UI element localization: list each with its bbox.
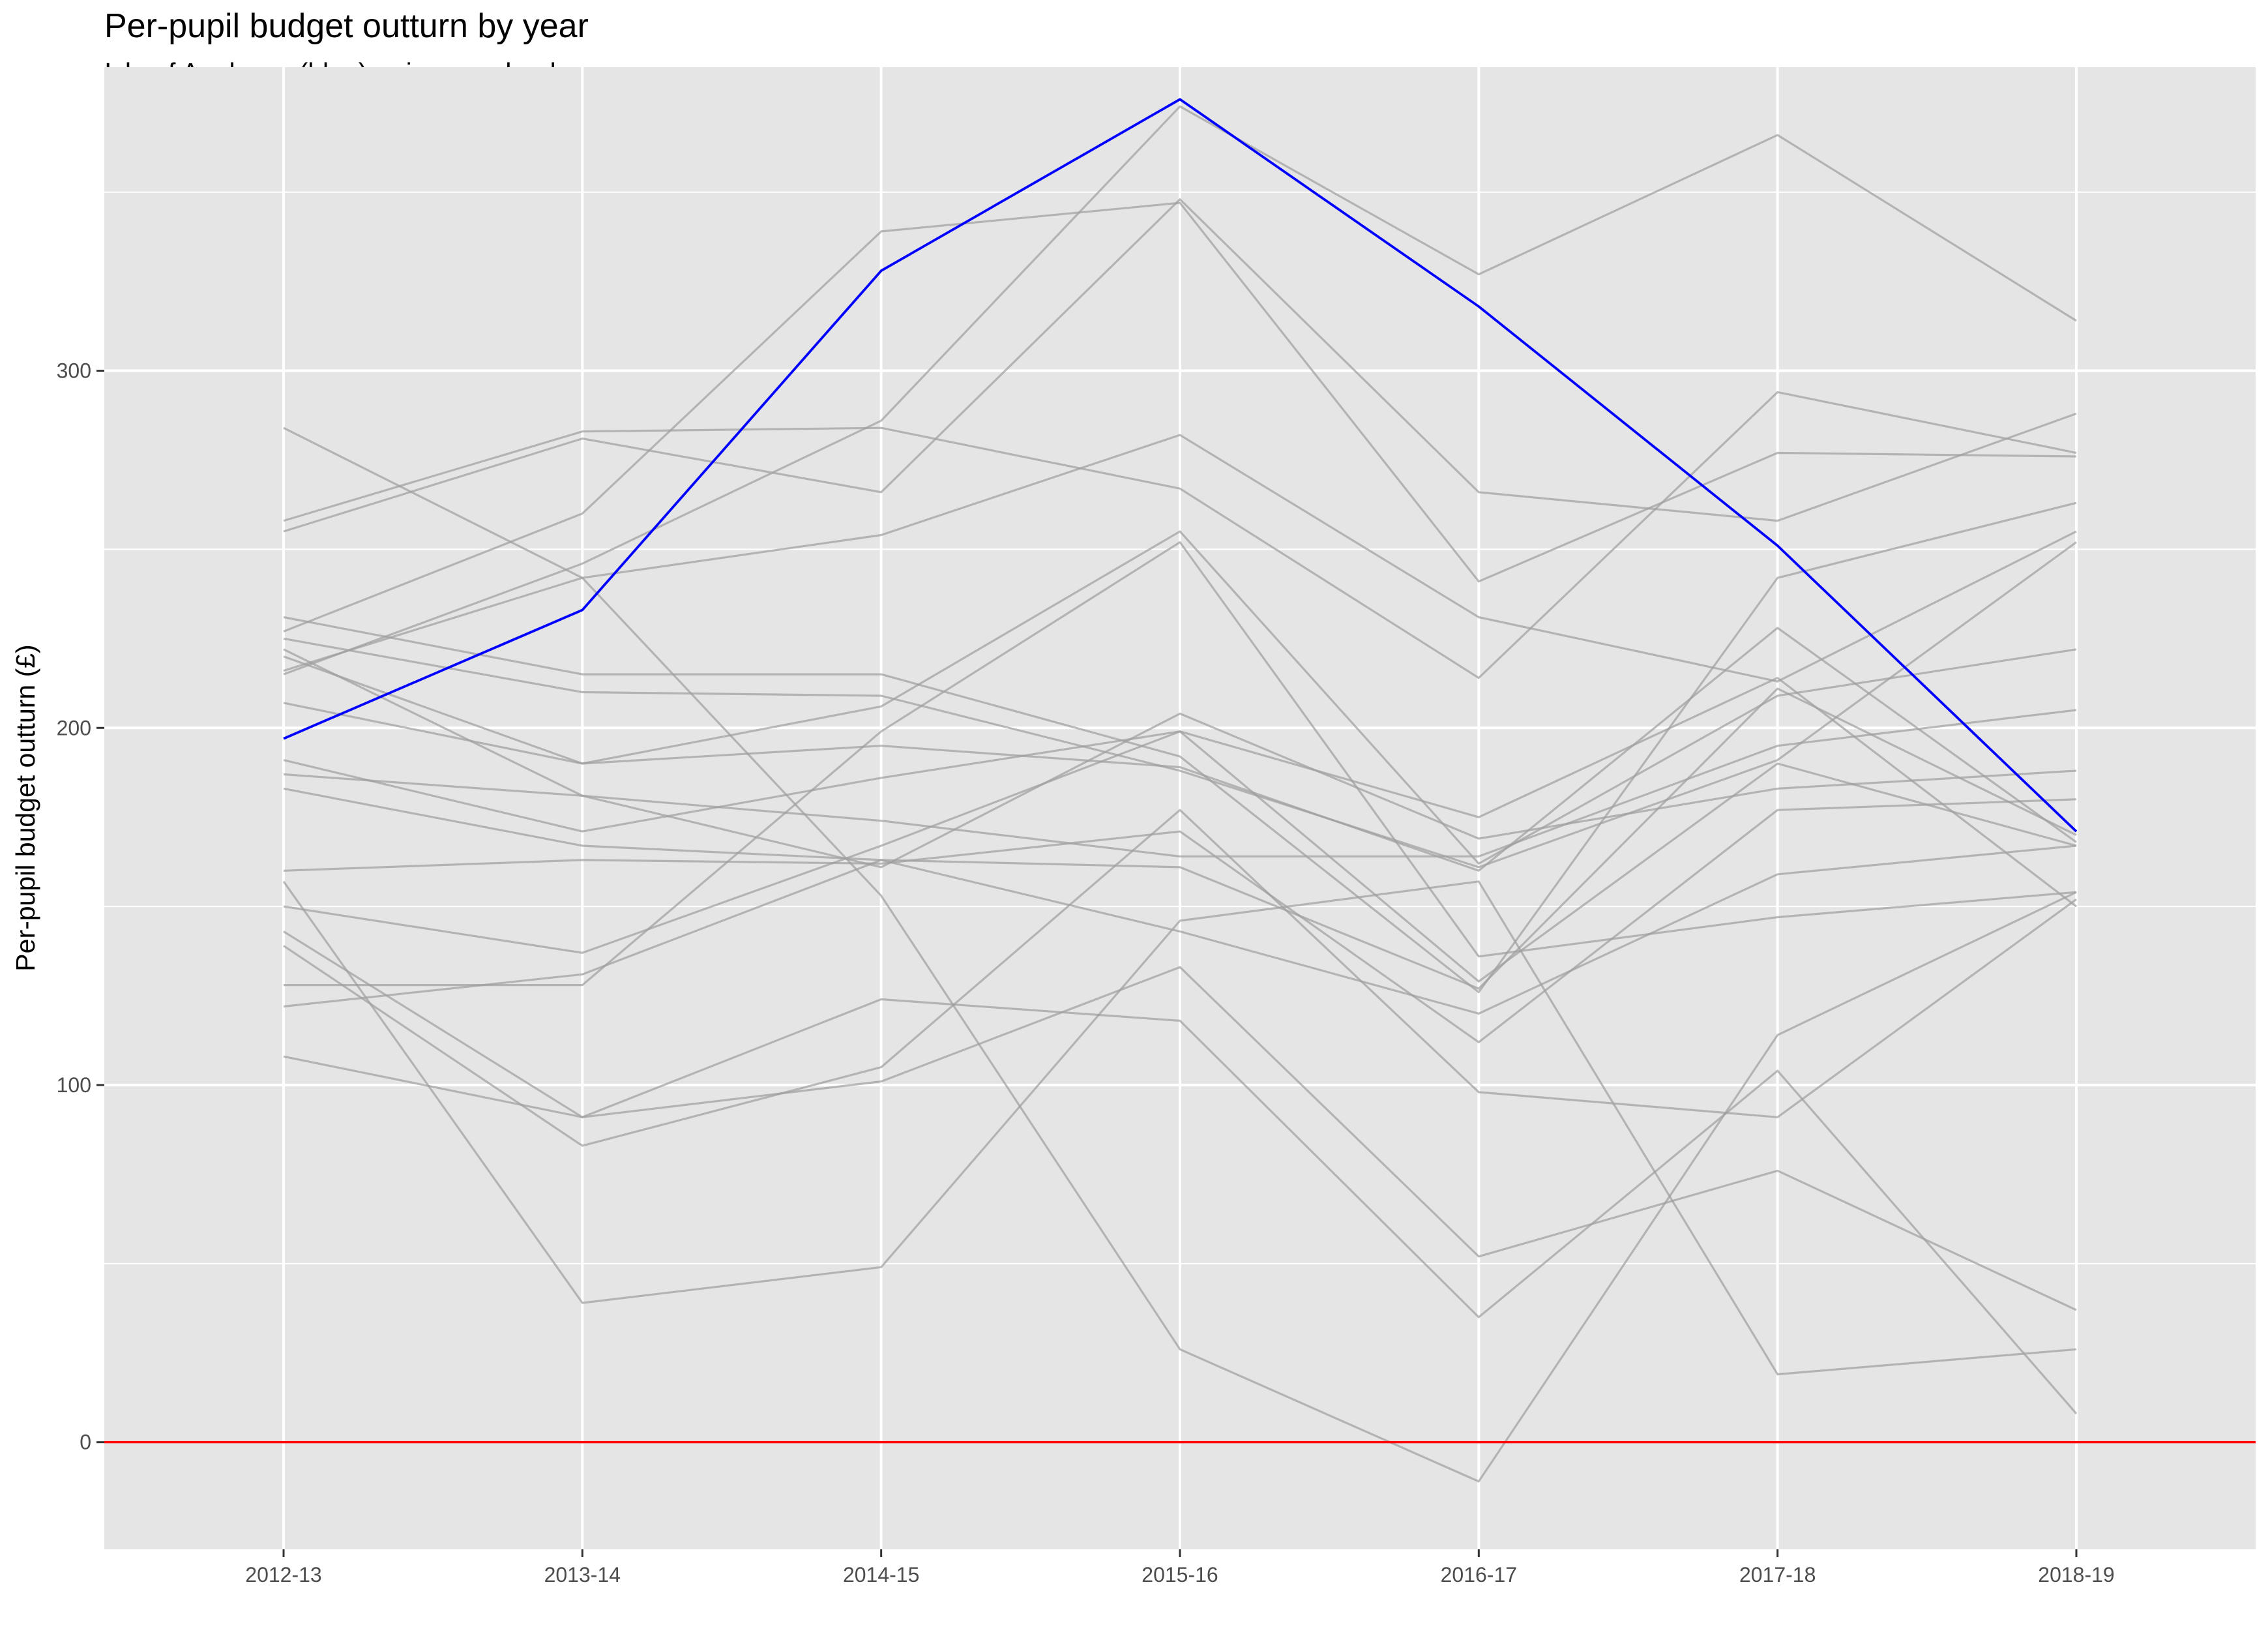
y-tick-label: 300: [57, 359, 91, 383]
series-line: [283, 844, 2077, 1015]
series-line: [283, 198, 2077, 533]
series-line: [283, 687, 2077, 990]
y-tick-label: 0: [80, 1431, 91, 1454]
series-line: [283, 809, 2077, 1147]
chart-title: Per-pupil budget outturn by year: [104, 7, 589, 45]
series-line: [283, 391, 2077, 679]
x-axis: 2012-13 2013-14 2014-15 2015-16 2016-17 2017-…: [245, 1549, 2115, 1586]
series-line: [283, 201, 2077, 633]
series-line: [283, 105, 2077, 676]
series-line: [283, 730, 2077, 983]
y-axis-title: Per-pupil budget outturn (£): [10, 644, 40, 971]
x-tick-label: 2014-15: [843, 1563, 919, 1586]
y-tick-label: 200: [57, 716, 91, 739]
series-line: [284, 541, 2077, 987]
series-line: [282, 880, 2077, 1376]
series-layer: [282, 105, 2078, 1483]
series-line: [283, 627, 2077, 872]
series-line: [283, 966, 2077, 1311]
y-tick-label: 100: [57, 1073, 91, 1097]
highlight-layer: [283, 98, 2078, 833]
series-line: [283, 541, 2077, 869]
x-tick-label: 2016-17: [1441, 1563, 1517, 1586]
series-line: [283, 501, 2077, 994]
x-tick-label: 2017-18: [1739, 1563, 1816, 1586]
series-line: [283, 798, 2077, 1043]
series-line: [283, 434, 2077, 683]
x-tick-label: 2015-16: [1141, 1563, 1218, 1586]
series-line: [283, 648, 2077, 869]
highlight-series-line: [283, 98, 2078, 833]
x-tick-label: 2013-14: [544, 1563, 621, 1586]
y-axis: 0 100 200 300: [57, 359, 104, 1454]
x-tick-label: 2012-13: [245, 1563, 321, 1586]
x-tick-label: 2018-19: [2038, 1563, 2114, 1586]
